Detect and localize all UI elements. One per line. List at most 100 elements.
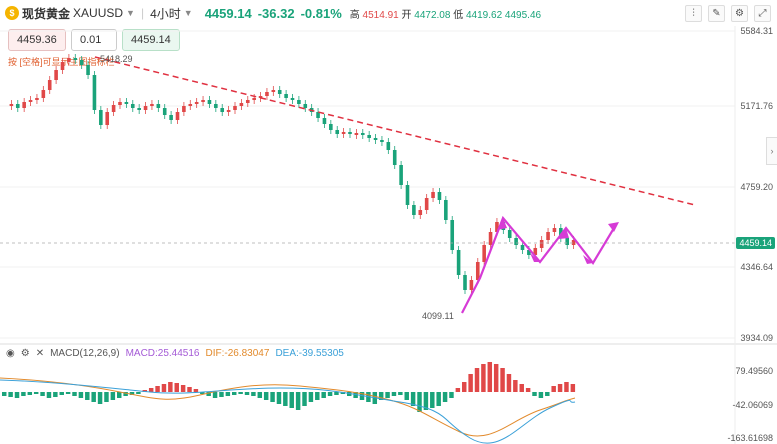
- candle-body: [552, 228, 557, 232]
- candle-body: [456, 250, 461, 275]
- symbol-name[interactable]: 现货黄金: [22, 6, 71, 21]
- price-axis-label: 5584.31: [740, 26, 773, 36]
- candle-body: [41, 90, 46, 98]
- candle-body: [341, 132, 346, 134]
- projection-path: [461, 215, 618, 314]
- candle-body: [290, 98, 295, 100]
- timeframe-chevron-icon[interactable]: ▼: [183, 8, 193, 18]
- macd-bar: [564, 382, 569, 392]
- candle-body: [175, 112, 180, 120]
- candle-body: [418, 210, 423, 215]
- high-label: 高: [349, 9, 360, 21]
- candle-body: [92, 75, 97, 110]
- macd-bar: [506, 374, 512, 392]
- collapse-chevron-icon[interactable]: ›: [766, 137, 777, 165]
- macd-bar: [97, 392, 103, 404]
- draw-icon[interactable]: ✎: [708, 5, 725, 22]
- macd-bar: [174, 383, 179, 392]
- macd-bar: [2, 392, 7, 396]
- sell-button[interactable]: 4459.36: [8, 29, 66, 51]
- macd-bar: [449, 392, 454, 398]
- buy-button[interactable]: 4459.14: [122, 29, 180, 51]
- macd-bar: [347, 392, 352, 396]
- macd-bar: [481, 364, 486, 392]
- macd-bar: [513, 380, 518, 392]
- candle-body: [482, 245, 486, 262]
- macd-bar: [442, 392, 448, 402]
- candle-body: [488, 232, 493, 245]
- macd-bar: [385, 392, 390, 398]
- candle-body: [431, 192, 435, 198]
- eye-icon[interactable]: ◉: [6, 348, 15, 359]
- candle-body: [150, 104, 154, 106]
- last-price: 4459.14: [204, 5, 252, 21]
- candle-body: [316, 112, 320, 118]
- candle-body: [322, 118, 327, 124]
- candle-body: [444, 200, 448, 220]
- macd-bar: [276, 392, 282, 404]
- settings-icon[interactable]: ⚙: [20, 348, 30, 359]
- projection-arrow-3: [559, 228, 569, 239]
- candle-body: [239, 103, 244, 106]
- candle-body: [252, 98, 256, 100]
- candle-body: [392, 150, 397, 165]
- candle-body: [495, 222, 499, 232]
- candles: [9, 54, 576, 294]
- fullscreen-icon[interactable]: ⤢: [754, 5, 771, 22]
- candle-body: [437, 192, 442, 200]
- macd-bar: [468, 374, 473, 392]
- candle-body: [405, 185, 410, 205]
- projection-arrow-2: [530, 253, 540, 262]
- candle-body: [265, 92, 269, 96]
- price-axis-label: 3934.09: [740, 333, 773, 343]
- macd-bar: [270, 392, 275, 402]
- candle-body: [220, 108, 225, 112]
- candle-body: [15, 104, 20, 108]
- open-label: 开: [401, 9, 412, 21]
- macd-bar: [404, 392, 409, 400]
- candle-body: [156, 104, 161, 108]
- quantity-input[interactable]: 0.01: [71, 29, 117, 51]
- macd-bar: [8, 392, 13, 397]
- candle-body: [373, 138, 378, 140]
- close-icon[interactable]: ✕: [35, 348, 45, 359]
- close-value: 4495.46: [504, 9, 542, 21]
- candle-body: [380, 140, 384, 142]
- macd-bar: [72, 392, 77, 396]
- macd-bar: [53, 392, 58, 397]
- candle-body: [565, 238, 570, 245]
- candle-body: [22, 102, 26, 108]
- chart-grid: [0, 30, 735, 339]
- macd-bar: [474, 368, 480, 392]
- macd-title[interactable]: MACD(12,26,9): [50, 348, 120, 359]
- candle-body: [360, 133, 365, 135]
- candle-body: [367, 135, 371, 138]
- macd-bar: [129, 392, 135, 395]
- settings-icon[interactable]: ⚙: [731, 5, 748, 22]
- macd-bar: [308, 392, 314, 402]
- macd-bar: [59, 392, 64, 395]
- projection-arrow-4: [583, 255, 593, 264]
- macd-bar: [123, 392, 128, 396]
- macd-bar: [187, 387, 192, 392]
- toolbar: ⫶ ✎ ⚙ ⤢: [685, 5, 771, 22]
- macd-bar: [532, 392, 537, 396]
- price-axis-label: 4346.64: [740, 262, 773, 272]
- timeframe-selector[interactable]: 4小时: [150, 6, 181, 21]
- macd-bar: [232, 392, 237, 395]
- macd-bar: [570, 384, 576, 392]
- chevron-down-icon[interactable]: ▼: [126, 8, 135, 18]
- macd-bar: [244, 392, 250, 395]
- dea-value: DEA:-39.55305: [275, 348, 344, 359]
- macd-bar: [321, 392, 326, 398]
- candle-body: [137, 108, 141, 110]
- indicator-icon[interactable]: ⫶: [685, 5, 702, 22]
- macd-bar: [85, 392, 90, 400]
- symbol-code[interactable]: XAUUSD: [73, 6, 124, 20]
- candle-body: [386, 142, 391, 150]
- macd-bar: [78, 392, 84, 398]
- macd-bar: [110, 392, 116, 400]
- macd-bar: [148, 388, 154, 392]
- macd-bar: [378, 392, 384, 400]
